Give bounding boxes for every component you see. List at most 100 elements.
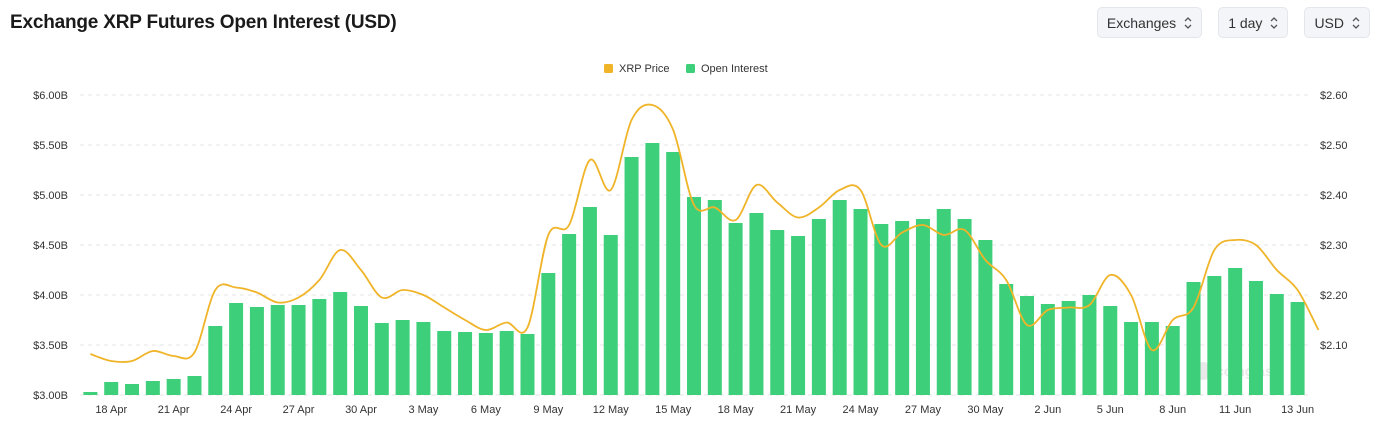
legend-label-open-interest: Open Interest	[701, 63, 768, 75]
left-axis-tick-label: $4.50B	[33, 240, 68, 252]
x-axis-tick-label: 30 May	[967, 404, 1004, 416]
open-interest-bar	[83, 392, 98, 395]
interval-select-label: 1 day	[1228, 14, 1263, 31]
open-interest-bar	[270, 305, 285, 395]
open-interest-bar	[1103, 306, 1118, 395]
open-interest-bar	[125, 384, 140, 395]
open-interest-bar	[374, 323, 389, 395]
open-interest-bar	[1269, 294, 1284, 395]
open-interest-bar	[957, 219, 972, 395]
open-interest-bar	[229, 303, 244, 395]
chart-area: $3.00B $3.50B $4.00B $4.50B $5.00B $5.50B $6.0…	[0, 50, 1388, 431]
right-axis-tick-label: $2.30	[1320, 240, 1348, 252]
open-interest-bar	[1207, 276, 1222, 395]
chevron-updown-icon	[1352, 16, 1360, 29]
x-axis-tick-label: 21 Apr	[158, 404, 190, 416]
open-interest-bar	[645, 143, 660, 395]
open-interest-bar	[1186, 282, 1201, 395]
open-interest-bar	[353, 306, 368, 395]
open-interest-bar	[999, 284, 1014, 395]
page-title: Exchange XRP Futures Open Interest (USD)	[10, 12, 397, 33]
right-axis-tick-label: $2.20	[1320, 290, 1348, 302]
open-interest-bar	[395, 320, 410, 395]
left-axis-tick-label: $5.00B	[33, 190, 68, 202]
x-axis-tick-label: 15 May	[655, 404, 692, 416]
left-axis-tick-label: $3.00B	[33, 390, 68, 402]
open-interest-bars	[83, 143, 1305, 395]
open-interest-bar	[749, 213, 764, 395]
chart-legend: XRP Price Open Interest	[604, 63, 768, 75]
open-interest-chart[interactable]: $3.00B $3.50B $4.00B $4.50B $5.00B $5.50B $6.0…	[0, 50, 1388, 431]
open-interest-bar	[520, 334, 535, 395]
x-axis-tick-label: 6 May	[471, 404, 501, 416]
open-interest-bar	[791, 236, 806, 395]
x-axis-tick-label: 18 Apr	[95, 404, 127, 416]
open-interest-bar	[1020, 296, 1035, 395]
open-interest-bar	[1228, 268, 1243, 395]
x-axis-tick-label: 24 May	[842, 404, 879, 416]
open-interest-bar	[853, 209, 868, 395]
open-interest-bar	[104, 382, 119, 395]
x-axis-tick-label: 18 May	[718, 404, 755, 416]
legend-swatch-xrp-price	[604, 64, 613, 73]
legend-swatch-open-interest	[686, 64, 695, 73]
right-axis-tick-label: $2.40	[1320, 190, 1348, 202]
chevron-updown-icon	[1270, 16, 1278, 29]
left-axis-tick-label: $3.50B	[33, 340, 68, 352]
left-axis-tick-label: $5.50B	[33, 140, 68, 152]
x-axis-tick-label: 24 Apr	[220, 404, 252, 416]
open-interest-bar	[832, 200, 847, 395]
left-axis-tick-label: $4.00B	[33, 290, 68, 302]
x-axis-tick-label: 3 May	[408, 404, 438, 416]
currency-select[interactable]: USD	[1304, 7, 1370, 38]
currency-select-label: USD	[1314, 14, 1344, 31]
x-axis-tick-label: 27 May	[905, 404, 942, 416]
interval-select[interactable]: 1 day	[1218, 7, 1289, 38]
x-axis-tick-label: 8 Jun	[1159, 404, 1186, 416]
open-interest-bar	[811, 219, 826, 395]
open-interest-bar	[541, 273, 556, 395]
open-interest-bar	[478, 333, 493, 395]
x-axis-tick-label: 2 Jun	[1034, 404, 1061, 416]
open-interest-bar	[145, 381, 160, 395]
x-axis-labels: 18 Apr 21 Apr 24 Apr 27 Apr 30 Apr 3 May 6 May…	[95, 404, 1314, 416]
open-interest-bar	[416, 322, 431, 395]
x-axis-tick-label: 11 Jun	[1219, 404, 1251, 416]
open-interest-bar	[187, 376, 202, 395]
open-interest-bar	[562, 234, 577, 395]
open-interest-bar	[1082, 295, 1097, 395]
x-axis-tick-label: 5 Jun	[1097, 404, 1124, 416]
open-interest-bar	[770, 230, 785, 395]
open-interest-bar	[915, 219, 930, 395]
legend-label-xrp-price: XRP Price	[619, 63, 670, 75]
open-interest-bar	[624, 157, 639, 395]
open-interest-bar	[437, 331, 452, 395]
open-interest-bar	[208, 326, 223, 395]
open-interest-bar	[687, 197, 701, 395]
open-interest-bar	[1144, 322, 1159, 395]
open-interest-bar	[666, 152, 681, 395]
x-axis-tick-label: 30 Apr	[345, 404, 377, 416]
open-interest-bar	[895, 221, 910, 395]
open-interest-bar	[603, 235, 618, 395]
open-interest-bar	[728, 223, 743, 395]
right-axis-tick-label: $2.60	[1320, 90, 1348, 102]
chart-controls: Exchanges 1 day USD	[1096, 7, 1370, 38]
x-axis-tick-label: 9 May	[533, 404, 563, 416]
open-interest-bar	[707, 200, 722, 395]
chevron-updown-icon	[1184, 16, 1192, 29]
open-interest-bar	[458, 332, 473, 395]
open-interest-bar	[249, 307, 264, 395]
open-interest-bar	[1124, 322, 1139, 395]
x-axis-tick-label: 13 Jun	[1281, 404, 1314, 416]
x-axis-tick-label: 27 Apr	[283, 404, 315, 416]
open-interest-bar	[1165, 326, 1180, 395]
open-interest-bar	[978, 240, 993, 395]
exchanges-select[interactable]: Exchanges	[1096, 7, 1203, 38]
x-axis-tick-label: 21 May	[780, 404, 817, 416]
open-interest-bar	[1290, 302, 1305, 395]
open-interest-bar	[582, 207, 597, 395]
open-interest-bar	[312, 299, 327, 395]
exchanges-select-label: Exchanges	[1106, 14, 1177, 31]
open-interest-bar	[291, 305, 306, 395]
